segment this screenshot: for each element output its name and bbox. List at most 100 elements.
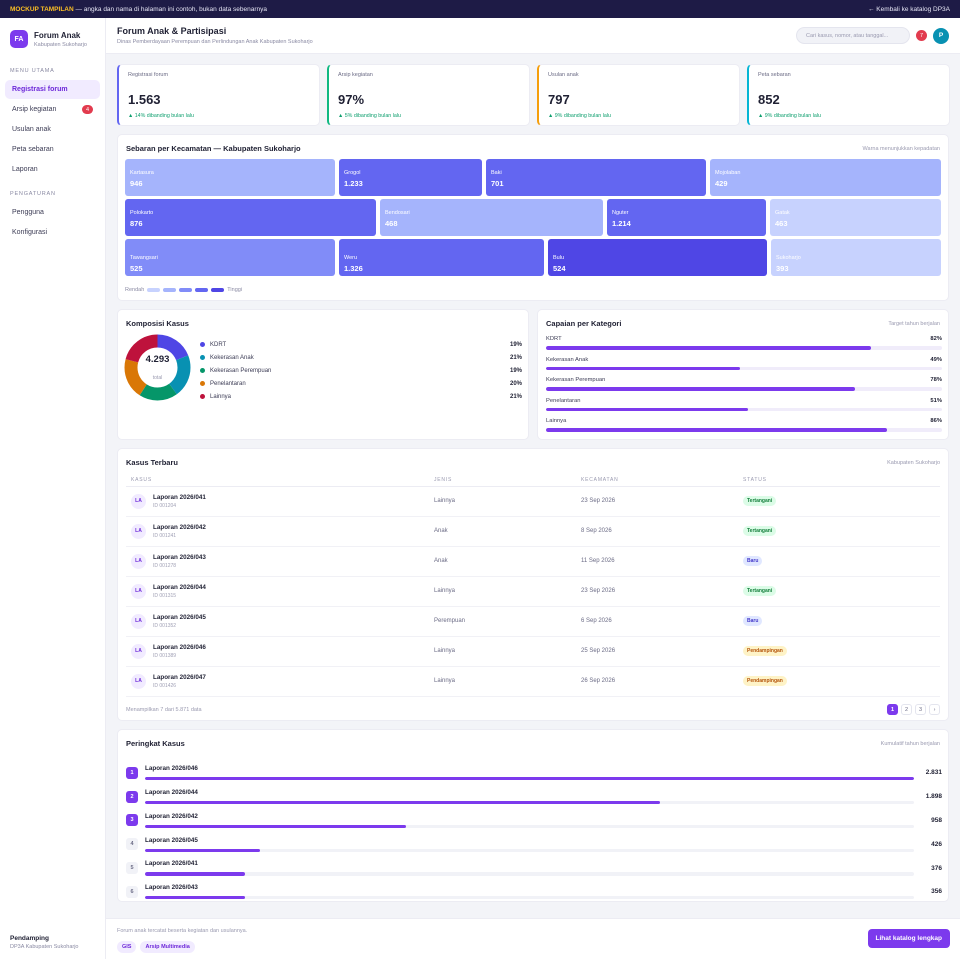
avatar[interactable]: P xyxy=(933,27,949,44)
sidebar-item-laporan[interactable]: Laporan xyxy=(5,160,100,179)
treemap-tile-baki[interactable]: Baki 701 xyxy=(486,159,706,196)
footer-chips: GIS Arsip Multimedia xyxy=(117,941,199,953)
ranking-name[interactable]: Laporan 2026/041 xyxy=(145,860,198,868)
nav-main-list: Registrasi forum Arsip kegiatan 4 Usulan an… xyxy=(0,80,105,179)
page-button-1[interactable]: 1 xyxy=(887,704,898,715)
donut-slice-penelantaran[interactable] xyxy=(124,334,191,401)
case-date: 11 Sep 2026 xyxy=(576,546,738,577)
ranking-name[interactable]: Laporan 2026/044 xyxy=(145,789,198,797)
treemap-tile-sukoharjo[interactable]: Sukoharjo 393 xyxy=(771,239,941,276)
treemap-tile-gatak[interactable]: Gatak 463 xyxy=(770,199,941,236)
sidebar-item-label: Laporan xyxy=(12,166,38,173)
footer-chip-gis[interactable]: GIS xyxy=(117,941,137,953)
treemap-tile-bulu[interactable]: Bulu 524 xyxy=(548,239,767,276)
achievement-label: Kekerasan Perempuan xyxy=(546,377,606,383)
case-name[interactable]: Laporan 2026/044 xyxy=(153,583,206,591)
achievement-label: Kekerasan Anak xyxy=(546,356,589,363)
sidebar-item-registrasi-forum[interactable]: Registrasi forum xyxy=(5,80,100,99)
page-button-3[interactable]: 3 xyxy=(915,704,926,715)
sidebar-item-arsip-kegiatan[interactable]: Arsip kegiatan 4 xyxy=(5,100,100,119)
status-badge: Tertangani xyxy=(743,526,777,536)
achievement-pct: 78% xyxy=(930,377,942,383)
tile-name: Gatak xyxy=(775,210,790,216)
status-badge: Pendampingan xyxy=(743,676,787,686)
table-row[interactable]: LA Laporan 2026/047 ID 001426 Lainnya 26 Sep… xyxy=(126,666,940,697)
legend-swatch xyxy=(163,288,177,292)
case-name[interactable]: Laporan 2026/042 xyxy=(153,523,206,531)
tile-value: 393 xyxy=(776,264,789,273)
page-title: Forum Anak & Partisipasi xyxy=(117,26,227,36)
donut-slice-kekerasan-perempuan[interactable] xyxy=(124,334,191,401)
tile-name: Sukoharjo xyxy=(776,255,801,261)
case-name[interactable]: Laporan 2026/046 xyxy=(153,643,206,651)
treemap-tile-kartasura[interactable]: Kartasura 946 xyxy=(125,159,335,196)
donut-slice-kekerasan-anak[interactable] xyxy=(124,334,191,401)
table-row[interactable]: LA Laporan 2026/041 ID 001204 Lainnya 23 Sep… xyxy=(126,486,940,517)
ranking-bar-fill xyxy=(145,801,661,805)
table-row[interactable]: LA Laporan 2026/046 ID 001389 Lainnya 25 Sep… xyxy=(126,636,940,667)
treemap-tile-polokarto[interactable]: Polokarto 876 xyxy=(125,199,376,236)
treemap-tile-nguter[interactable]: Nguter 1.214 xyxy=(607,199,766,236)
case-name[interactable]: Laporan 2026/045 xyxy=(153,613,206,621)
ranking-name[interactable]: Laporan 2026/043 xyxy=(145,884,198,892)
table-row[interactable]: LA Laporan 2026/043 ID 001278 Anak 11 Sep 20… xyxy=(126,546,940,577)
ranking-name[interactable]: Laporan 2026/042 xyxy=(145,812,198,820)
achievement-bar xyxy=(546,407,942,411)
pagination: 1 2 3 › xyxy=(884,704,940,715)
back-to-catalog-link[interactable]: ← Kembali ke katalog DP3A xyxy=(867,5,950,13)
achievement-item: KDRT 82% xyxy=(546,336,942,357)
ranking-name[interactable]: Laporan 2026/046 xyxy=(145,765,198,773)
footer-chip-arsip-multimedia[interactable]: Arsip Multimedia xyxy=(140,941,195,953)
search-input[interactable] xyxy=(796,27,910,44)
case-cell: LA Laporan 2026/043 ID 001278 xyxy=(126,546,429,577)
column-header-kasus: KASUS xyxy=(126,474,429,487)
legend-scale xyxy=(147,288,227,292)
case-name[interactable]: Laporan 2026/047 xyxy=(153,673,206,681)
tile-value: 876 xyxy=(130,219,143,228)
achievement-bar xyxy=(546,428,942,432)
notification-badge[interactable]: 7 xyxy=(916,30,927,41)
treemap-tile-bendosari[interactable]: Bendosari 468 xyxy=(380,199,603,236)
case-info: LA Laporan 2026/047 ID 001426 xyxy=(131,673,424,689)
treemap-tile-tawangsari[interactable]: Tawangsari 525 xyxy=(125,239,335,276)
treemap-tile-grogol[interactable]: Grogol 1.233 xyxy=(339,159,482,196)
ranking-value: 958 xyxy=(931,816,942,824)
composition-legend: KDRT 19% Kekerasan Anak 21% Kekerasan Peremp… xyxy=(200,338,522,403)
case-name[interactable]: Laporan 2026/043 xyxy=(153,553,206,561)
sidebar-item-pengguna[interactable]: Pengguna xyxy=(5,203,100,222)
case-avatar: LA xyxy=(131,643,146,659)
case-id: ID 001352 xyxy=(153,622,177,629)
tile-name: Baki xyxy=(491,170,502,176)
treemap-tile-weru[interactable]: Weru 1.326 xyxy=(339,239,544,276)
table-row[interactable]: LA Laporan 2026/045 ID 001352 Perempuan 6 Se… xyxy=(126,606,940,637)
donut-slice-lainnya[interactable] xyxy=(124,334,191,401)
table-row[interactable]: LA Laporan 2026/042 ID 001241 Anak 8 Sep 202… xyxy=(126,516,940,547)
tile-value: 429 xyxy=(715,179,728,188)
view-catalog-button[interactable]: Lihat katalog lengkap xyxy=(867,929,950,948)
achievement-item: Kekerasan Anak 49% xyxy=(546,357,942,378)
case-text: Laporan 2026/043 ID 001278 xyxy=(153,554,206,569)
legend-dot xyxy=(200,368,205,373)
sidebar-item-usulan-anak[interactable]: Usulan anak xyxy=(5,120,100,139)
case-avatar: LA xyxy=(131,673,146,689)
legend-swatch xyxy=(179,288,193,292)
achievement-title: Capaian per Kategori xyxy=(546,319,622,328)
ranking-name[interactable]: Laporan 2026/045 xyxy=(145,836,198,844)
ranking-value: 426 xyxy=(931,840,942,848)
table-row[interactable]: LA Laporan 2026/044 ID 001315 Lainnya 23 Sep… xyxy=(126,576,940,607)
sidebar-item-konfigurasi[interactable]: Konfigurasi xyxy=(5,223,100,242)
next-page-button[interactable]: › xyxy=(929,704,940,715)
case-id: ID 001315 xyxy=(153,592,177,599)
treemap-tile-mojolaban[interactable]: Mojolaban 429 xyxy=(710,159,941,196)
achievement-bar xyxy=(546,366,942,370)
ranking-main: Laporan 2026/042 xyxy=(145,812,914,829)
cases-card: Kasus Terbaru Kabupaten Sukoharjo KASUS J… xyxy=(117,448,949,721)
achievement-bar-fill xyxy=(546,407,748,411)
page-button-2[interactable]: 2 xyxy=(901,704,912,715)
case-name[interactable]: Laporan 2026/041 xyxy=(153,493,206,501)
ranking-bar-fill xyxy=(145,777,914,781)
tile-value: 525 xyxy=(130,264,143,273)
legend-pct: 20% xyxy=(509,380,522,387)
case-id: ID 001241 xyxy=(153,532,177,539)
sidebar-item-peta-sebaran[interactable]: Peta sebaran xyxy=(5,140,100,159)
